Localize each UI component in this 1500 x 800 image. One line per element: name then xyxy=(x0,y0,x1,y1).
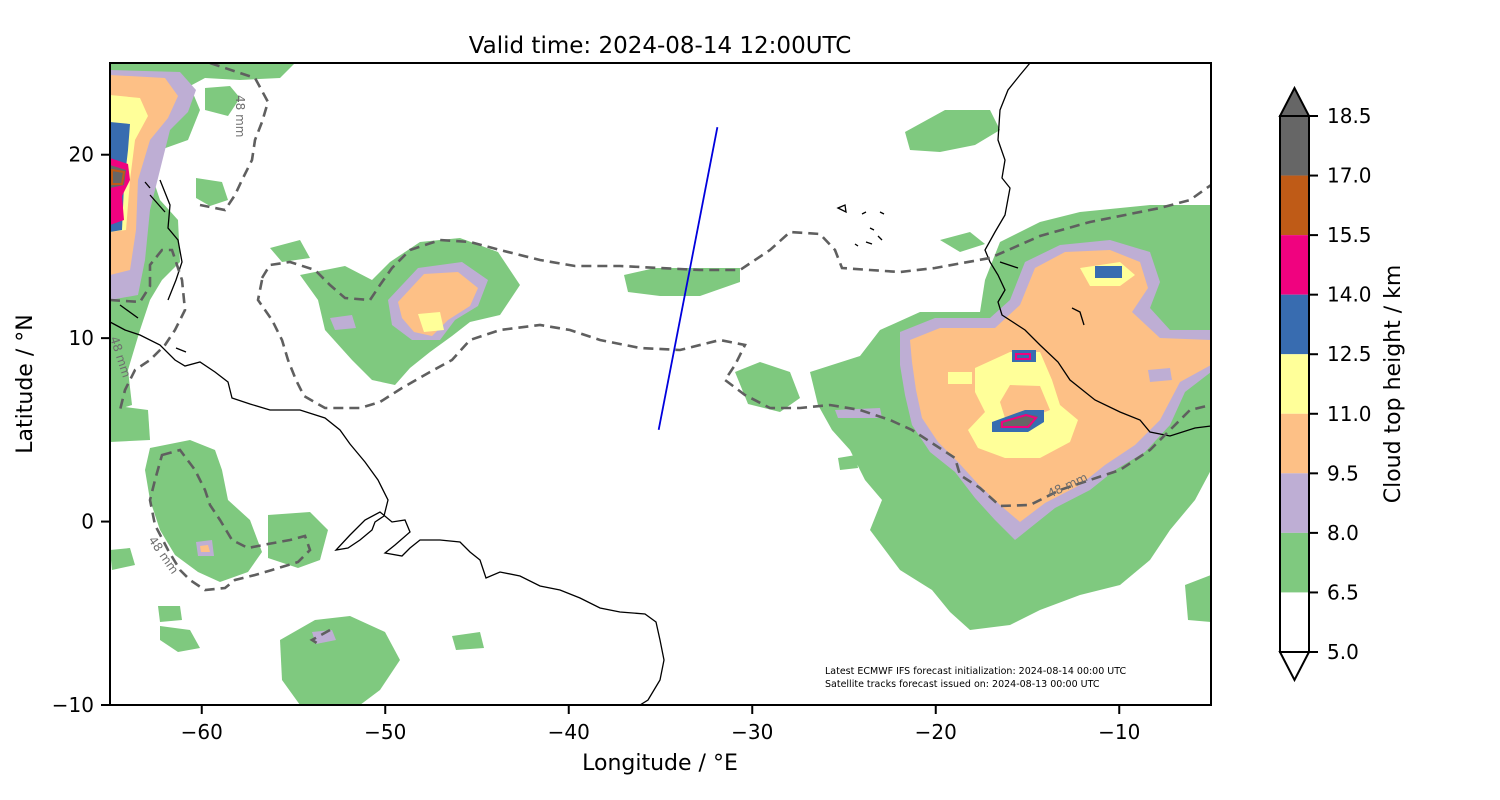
colorbar-bin xyxy=(1280,532,1309,593)
coastlines xyxy=(110,63,1211,705)
map-frame xyxy=(109,62,1212,706)
chart-title: Valid time: 2024-08-14 12:00UTC xyxy=(469,33,852,59)
colorbar-bin xyxy=(1280,294,1309,355)
x-tick-label: −50 xyxy=(364,720,406,744)
colorbar-extend-max xyxy=(1278,85,1311,117)
colorbar-bin xyxy=(1280,413,1309,474)
y-tick-label: 0 xyxy=(81,510,94,534)
x-tick-label: −60 xyxy=(181,720,223,744)
colorbar-frame xyxy=(1279,115,1310,653)
x-tick-label: −40 xyxy=(548,720,590,744)
contour-label-1: 48 mm xyxy=(233,95,247,137)
colorbar-label: Cloud top height / km xyxy=(1381,265,1406,504)
y-tick-label: −10 xyxy=(52,693,94,717)
precip-contours xyxy=(110,63,1211,647)
colorbar-bin xyxy=(1280,592,1309,652)
colorbar-tick-label: 8.0 xyxy=(1327,521,1359,545)
y-axis-label: Latitude / °N xyxy=(13,314,38,453)
satellite-track xyxy=(657,127,719,431)
colorbar-bin xyxy=(1280,473,1309,533)
satellite-track-note: Satellite tracks forecast issued on: 202… xyxy=(825,679,1100,690)
colorbar-tick-label: 6.5 xyxy=(1327,580,1359,604)
y-tick-label: 20 xyxy=(69,143,94,167)
colorbar-tick-label: 18.5 xyxy=(1327,104,1372,128)
forecast-init-note: Latest ECMWF IFS forecast initialization… xyxy=(825,666,1126,677)
colorbar-bin xyxy=(1280,235,1309,295)
colorbar-tick-label: 9.5 xyxy=(1327,461,1359,485)
y-tick-label: 10 xyxy=(69,326,94,350)
x-tick-label: −10 xyxy=(1098,720,1140,744)
x-axis-label: Longitude / °E xyxy=(582,751,738,776)
x-tick-label: −30 xyxy=(731,720,773,744)
colorbar-tick-label: 12.5 xyxy=(1327,342,1372,366)
colorbar-tick-label: 17.0 xyxy=(1327,164,1372,188)
colorbar: 18.5 17.0 15.5 14.0 12.5 11.0 9.5 8.0 6.5 5.0 xyxy=(1278,85,1372,683)
colorbar-extend-min xyxy=(1278,651,1311,683)
colorbar-tick-label: 5.0 xyxy=(1327,640,1359,664)
colorbar-tick-label: 15.5 xyxy=(1327,223,1372,247)
x-tick-label: −20 xyxy=(915,720,957,744)
y-axis-ticks: 20 10 0 −10 xyxy=(52,143,110,717)
cloud-field-west xyxy=(110,63,740,705)
map-area: 48 mm 48 mm 48 mm 48 mm Latest ECMWF IFS… xyxy=(110,63,1211,705)
colorbar-bin xyxy=(1280,175,1309,236)
colorbar-bin xyxy=(1280,116,1309,176)
x-axis-ticks: −60 −50 −40 −30 −20 −10 xyxy=(181,705,1140,744)
colorbar-bin xyxy=(1280,354,1309,414)
colorbar-tick-label: 14.0 xyxy=(1327,283,1372,307)
colorbar-tick-label: 11.0 xyxy=(1327,402,1372,426)
cloud-field-east xyxy=(735,110,1211,630)
